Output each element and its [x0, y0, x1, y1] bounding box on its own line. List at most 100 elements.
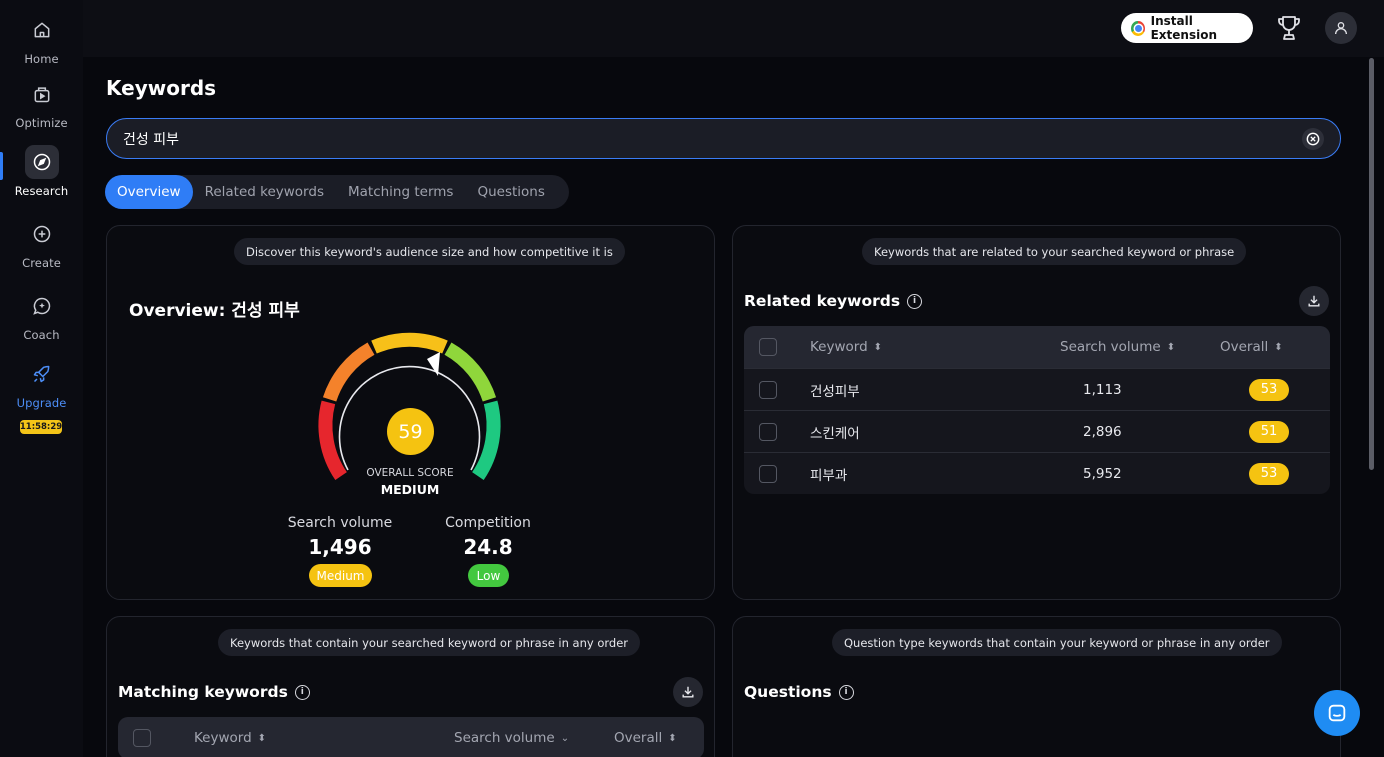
nav-coach-label: Coach: [23, 328, 60, 342]
chat-support-button[interactable]: [1314, 690, 1360, 736]
column-search-volume-label: Search volume: [454, 730, 555, 746]
column-search-volume[interactable]: Search volume ⌄: [454, 730, 614, 746]
chrome-icon: [1131, 20, 1145, 36]
sort-icon: ⬍: [668, 732, 677, 744]
table-row[interactable]: 스킨케어 2,896 51: [744, 410, 1330, 452]
info-icon[interactable]: i: [838, 684, 854, 700]
column-overall[interactable]: Overall ⬍: [614, 730, 704, 746]
row-keyword[interactable]: 스킨케어: [810, 425, 860, 442]
related-hint: Keywords that are related to your search…: [862, 238, 1247, 265]
matching-hint: Keywords that contain your searched keyw…: [218, 629, 641, 656]
gauge-segment-green: [471, 400, 501, 481]
user-avatar[interactable]: [1325, 12, 1357, 44]
home-icon: [25, 13, 59, 47]
nav-optimize[interactable]: Optimize: [0, 77, 83, 137]
related-keywords-card: Keywords that are related to your search…: [732, 225, 1341, 600]
page-title: Keywords: [106, 76, 217, 100]
plus-circle-icon: [25, 217, 59, 251]
search-volume-value: 1,496: [308, 535, 372, 559]
sort-icon: ⬍: [873, 341, 883, 353]
overall-score-label: OVERALL SCORE: [366, 467, 454, 479]
search-volume-level-badge: Medium: [309, 564, 372, 587]
nav-create-label: Create: [22, 256, 61, 270]
row-checkbox[interactable]: [759, 380, 777, 399]
row-keyword[interactable]: 건성피부: [810, 383, 860, 400]
nav-optimize-label: Optimize: [15, 116, 68, 130]
competition-value: 24.8: [463, 535, 513, 559]
tab-questions[interactable]: Questions: [477, 184, 545, 200]
matching-title-text: Matching keywords: [118, 683, 288, 701]
download-icon: [682, 686, 694, 698]
select-all-checkbox[interactable]: [133, 729, 151, 747]
trophy-icon[interactable]: [1276, 14, 1302, 42]
row-overall-badge: 51: [1249, 420, 1289, 443]
tab-related-keywords[interactable]: Related keywords: [204, 184, 324, 200]
row-volume: 1,113: [1083, 381, 1122, 398]
nav-home[interactable]: Home: [0, 13, 83, 73]
questions-hint: Question type keywords that contain your…: [832, 629, 1282, 656]
column-keyword[interactable]: Keyword ⬍: [194, 730, 454, 746]
info-icon[interactable]: i: [294, 684, 310, 700]
overall-score-gauge: [318, 332, 501, 481]
gauge-segment-lightgreen: [444, 342, 497, 402]
compass-icon: [24, 145, 59, 179]
row-keyword[interactable]: 피부과: [810, 467, 848, 484]
column-search-volume[interactable]: Search volume ⬍: [1060, 339, 1220, 355]
column-search-volume-label: Search volume: [1060, 339, 1161, 355]
sort-icon: ⬍: [257, 732, 267, 744]
competition-level-badge: Low: [468, 564, 509, 587]
chat-sparkle-icon: [25, 289, 59, 323]
download-icon: [1308, 295, 1320, 307]
related-title: Related keywords i: [744, 292, 923, 310]
active-indicator: [0, 152, 3, 180]
optimize-icon: [25, 77, 59, 111]
column-overall[interactable]: Overall ⬍: [1220, 339, 1330, 355]
related-title-text: Related keywords: [744, 292, 901, 310]
table-row[interactable]: 건성피부 1,113 53: [744, 368, 1330, 410]
search-volume-label: Search volume: [287, 515, 393, 531]
related-download-button[interactable]: [1299, 286, 1329, 316]
page-scrollbar[interactable]: [1369, 58, 1374, 470]
overall-score-value: 59: [387, 408, 434, 455]
gauge-segment-orange: [322, 342, 375, 402]
row-overall-badge: 53: [1249, 462, 1289, 485]
sort-icon: ⬍: [1166, 341, 1176, 353]
tab-matching-terms[interactable]: Matching terms: [347, 184, 454, 200]
matching-download-button[interactable]: [673, 677, 703, 707]
row-volume: 2,896: [1083, 423, 1122, 440]
overall-score-level: MEDIUM: [380, 482, 440, 497]
column-overall-label: Overall: [614, 730, 663, 746]
overview-title: Overview: 건성 피부: [129, 301, 300, 321]
tab-bar: Overview Related keywords Matching terms…: [105, 175, 569, 209]
search-input[interactable]: [123, 130, 1302, 147]
install-extension-button[interactable]: Install Extension: [1121, 13, 1253, 43]
info-icon[interactable]: i: [907, 293, 923, 309]
rocket-icon: [25, 357, 59, 391]
nav-create[interactable]: Create: [0, 217, 83, 277]
clear-search-icon[interactable]: [1302, 127, 1324, 150]
row-volume: 5,952: [1083, 465, 1122, 482]
questions-card: Question type keywords that contain your…: [732, 616, 1341, 757]
questions-title-text: Questions: [744, 683, 832, 701]
competition-label: Competition: [445, 515, 531, 531]
row-checkbox[interactable]: [759, 422, 777, 441]
nav-upgrade[interactable]: Upgrade: [0, 357, 83, 417]
chevron-down-icon: ⌄: [560, 732, 570, 744]
column-keyword[interactable]: Keyword ⬍: [810, 339, 1060, 355]
upgrade-timer-badge: 11:58:29: [19, 420, 63, 434]
gauge-segment-yellow: [371, 332, 448, 354]
nav-coach[interactable]: Coach: [0, 289, 83, 349]
matching-keywords-table: Keyword ⬍ Search volume ⌄ Overall ⬍: [118, 717, 704, 757]
nav-research[interactable]: Research: [0, 145, 83, 205]
row-checkbox[interactable]: [759, 464, 777, 483]
gauge-segment-red: [318, 400, 348, 481]
overview-hint: Discover this keyword's audience size an…: [234, 238, 625, 265]
row-overall-badge: 53: [1249, 378, 1289, 401]
table-row[interactable]: 피부과 5,952 53: [744, 452, 1330, 494]
search-bar: [106, 118, 1341, 159]
matching-title: Matching keywords i: [118, 683, 310, 701]
table-header: Keyword ⬍ Search volume ⬍ Overall ⬍: [744, 326, 1330, 368]
nav-research-label: Research: [14, 184, 69, 198]
select-all-checkbox[interactable]: [759, 338, 777, 356]
tab-overview[interactable]: Overview: [105, 175, 193, 209]
